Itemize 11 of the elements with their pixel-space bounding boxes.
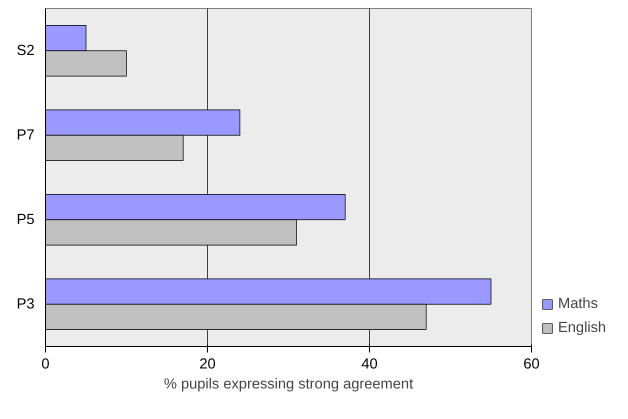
y-tick-label: P5 bbox=[16, 212, 35, 228]
y-tick-label: P3 bbox=[16, 296, 35, 312]
x-tick-label: 40 bbox=[361, 356, 378, 372]
y-tick-label: S2 bbox=[16, 42, 35, 59]
legend-label: Maths bbox=[558, 296, 598, 312]
x-tick-label: 20 bbox=[199, 356, 216, 372]
x-tick-label: 60 bbox=[523, 356, 540, 372]
x-tick-label: 0 bbox=[41, 356, 50, 372]
x-axis-title: % pupils expressing strong agreement bbox=[164, 376, 414, 392]
legend-label: English bbox=[558, 320, 606, 336]
y-tick-label: P7 bbox=[16, 127, 35, 144]
